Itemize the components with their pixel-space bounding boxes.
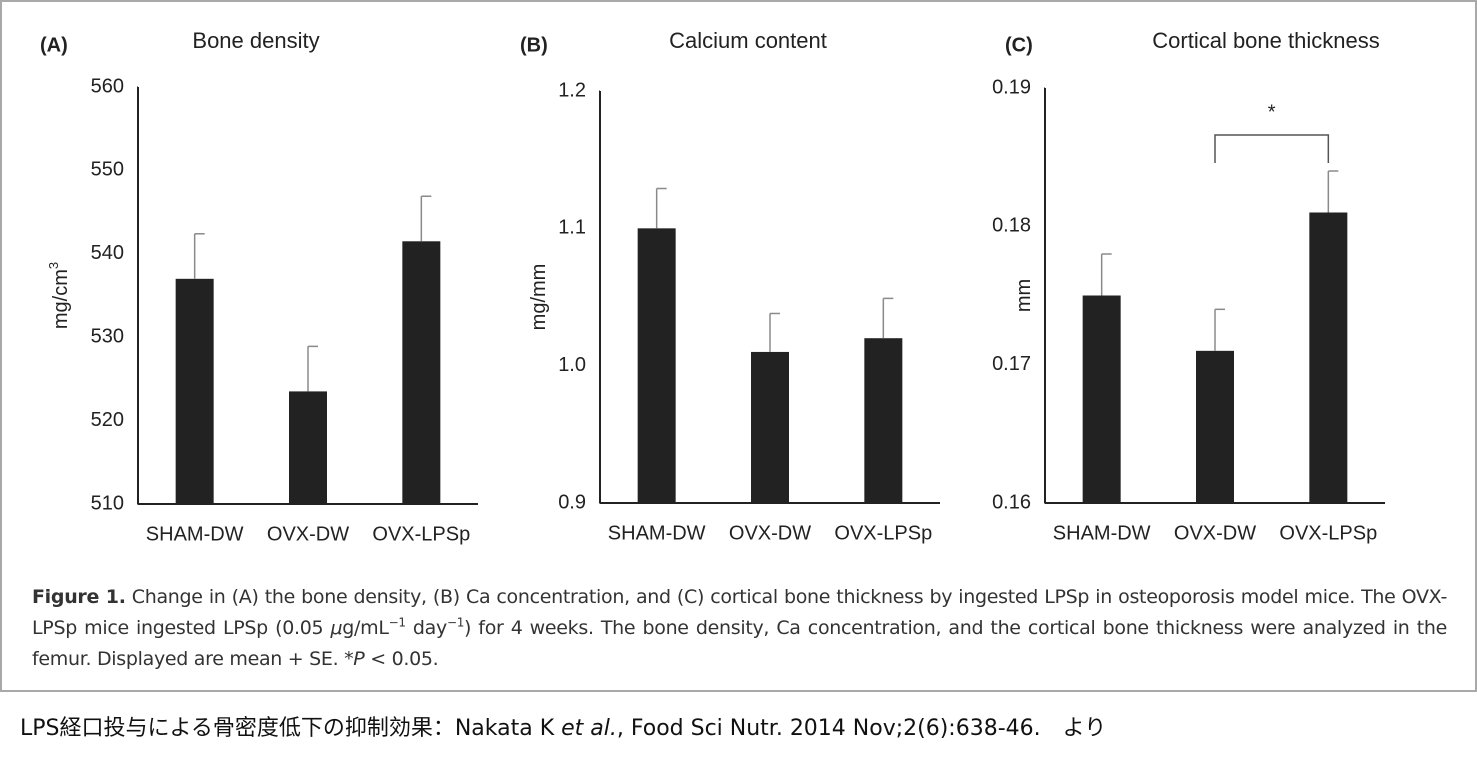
caption-text: g/mL bbox=[342, 617, 389, 639]
y-axis-label-superscript: 3 bbox=[46, 262, 61, 269]
x-tick-label: OVX-LPSp bbox=[834, 522, 932, 544]
error-bar bbox=[1327, 170, 1339, 213]
bar bbox=[1309, 212, 1348, 503]
bar bbox=[864, 338, 903, 503]
y-tick-label: 1.0 bbox=[558, 354, 586, 376]
y-tick-label: 0.18 bbox=[992, 215, 1031, 237]
error-bar bbox=[1100, 253, 1112, 296]
bar bbox=[1082, 295, 1121, 503]
bar bbox=[1196, 350, 1234, 503]
x-tick-label: SHAM-DW bbox=[608, 522, 706, 544]
x-tick-label: SHAM-DW bbox=[1053, 522, 1151, 544]
y-tick-label: 1.1 bbox=[558, 217, 586, 239]
caption-text: day bbox=[405, 617, 447, 639]
significance-label: * bbox=[1268, 101, 1276, 123]
source-text: et al. bbox=[561, 716, 617, 741]
caption-text: −1 bbox=[388, 615, 406, 630]
source-text: LPS経口投与による骨密度低下の抑制効果：Nakata K bbox=[20, 716, 562, 741]
chart-title: Calcium content bbox=[669, 28, 827, 53]
caption-text: μ bbox=[330, 617, 343, 639]
bar bbox=[402, 241, 441, 505]
error-bar bbox=[307, 345, 318, 392]
y-tick-label: 1.2 bbox=[558, 79, 586, 101]
y-tick-label: 530 bbox=[91, 325, 124, 347]
x-tick-label: OVX-LPSp bbox=[1279, 522, 1377, 544]
error-bar bbox=[769, 312, 780, 352]
y-tick-label: 520 bbox=[91, 409, 124, 431]
chart-title: Cortical bone thickness bbox=[1152, 28, 1379, 53]
bar bbox=[751, 351, 789, 503]
bar bbox=[175, 278, 214, 504]
x-tick-label: OVX-DW bbox=[1174, 522, 1256, 544]
x-tick-label: SHAM-DW bbox=[146, 523, 244, 545]
y-tick-label: 0.16 bbox=[992, 491, 1031, 513]
caption-text: ) for 4 weeks. The bone density, Ca conc… bbox=[32, 617, 1447, 670]
caption-text: −1 bbox=[446, 615, 465, 630]
x-tick-label: OVX-DW bbox=[729, 522, 811, 544]
y-axis-label: mm bbox=[1013, 279, 1035, 312]
y-tick-label: 540 bbox=[91, 242, 124, 264]
y-tick-label: 0.17 bbox=[992, 353, 1031, 375]
panel-label: (C) bbox=[1005, 34, 1033, 56]
error-bar bbox=[882, 297, 894, 339]
y-tick-label: 560 bbox=[91, 75, 124, 97]
caption-text: P bbox=[353, 648, 365, 670]
x-tick-label: OVX-LPSp bbox=[372, 523, 470, 545]
y-tick-label: 0.9 bbox=[558, 491, 586, 513]
panel-label: (B) bbox=[520, 34, 548, 56]
caption-label: Figure 1. bbox=[32, 586, 126, 608]
source-note: LPS経口投与による骨密度低下の抑制効果：Nakata K et al., Fo… bbox=[20, 710, 1106, 742]
bar bbox=[289, 391, 327, 504]
x-tick-label: OVX-DW bbox=[267, 523, 349, 545]
y-axis-label-text: mg/cm bbox=[50, 269, 72, 329]
y-tick-label: 0.19 bbox=[992, 76, 1031, 98]
error-bar bbox=[655, 187, 667, 229]
chart-title: Bone density bbox=[192, 28, 319, 53]
error-bar bbox=[193, 233, 205, 279]
source-text: , Food Sci Nutr. 2014 Nov;2(6):638-46. よ… bbox=[616, 716, 1107, 741]
panel-label: (A) bbox=[40, 34, 68, 56]
y-axis-label: mg/cm3 bbox=[46, 262, 72, 329]
figure-box bbox=[0, 0, 1477, 692]
caption-text: < 0.05. bbox=[364, 648, 439, 670]
error-bar bbox=[1214, 308, 1225, 351]
bar bbox=[637, 228, 676, 504]
y-tick-label: 510 bbox=[91, 492, 124, 514]
caption: Figure 1. Change in (A) the bone density… bbox=[32, 582, 1447, 675]
y-axis-label: mg/mm bbox=[528, 264, 550, 331]
y-tick-label: 550 bbox=[91, 159, 124, 181]
error-bar bbox=[420, 195, 432, 242]
y-axis-label-text: mm bbox=[1013, 279, 1035, 312]
charts: (A) Bone density mg/cm3 510 520 530 540 550 560 S… bbox=[40, 28, 1385, 545]
y-axis-label-text: mg/mm bbox=[528, 264, 550, 331]
caption-text: Change in (A) the bone density, (B) Ca c… bbox=[32, 586, 1448, 639]
significance-bracket bbox=[1214, 134, 1330, 163]
